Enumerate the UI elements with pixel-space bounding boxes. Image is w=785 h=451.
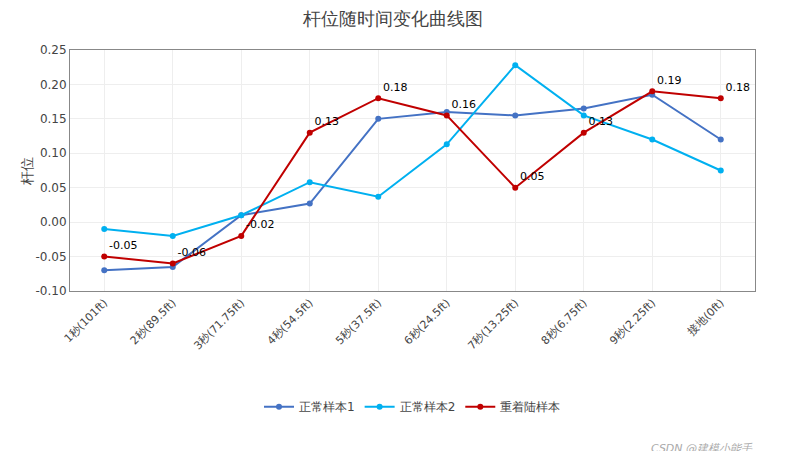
svg-text:0.18: 0.18 [383, 81, 408, 94]
svg-text:3秒(71.75ft): 3秒(71.75ft) [191, 297, 247, 353]
svg-text:0.16: 0.16 [452, 98, 477, 111]
svg-text:4秒(54.5ft): 4秒(54.5ft) [265, 297, 316, 348]
svg-text:6秒(24.5ft): 6秒(24.5ft) [402, 297, 453, 348]
svg-text:0.15: 0.15 [40, 112, 67, 126]
svg-text:-0.10: -0.10 [36, 284, 67, 298]
svg-text:0.25: 0.25 [40, 43, 67, 57]
svg-text:重着陆样本: 重着陆样本 [500, 400, 560, 414]
svg-text:0.19: 0.19 [657, 74, 682, 87]
svg-text:2秒(89.5ft): 2秒(89.5ft) [128, 297, 179, 348]
svg-text:5秒(37.5ft): 5秒(37.5ft) [333, 297, 384, 348]
svg-text:1秒(101ft): 1秒(101ft) [62, 297, 110, 345]
svg-text:0.13: 0.13 [589, 115, 614, 128]
svg-text:0.13: 0.13 [315, 115, 340, 128]
svg-text:CSDN @建模小能手: CSDN @建模小能手 [651, 442, 753, 451]
svg-text:正常样本1: 正常样本1 [299, 400, 355, 414]
svg-text:0.20: 0.20 [40, 78, 67, 92]
svg-text:杆位: 杆位 [19, 157, 35, 186]
svg-text:0.18: 0.18 [726, 81, 751, 94]
svg-text:0.10: 0.10 [40, 146, 67, 160]
svg-text:正常样本2: 正常样本2 [400, 400, 456, 414]
svg-text:8秒(6.75ft): 8秒(6.75ft) [539, 297, 590, 348]
svg-text:-0.06: -0.06 [178, 246, 206, 259]
svg-text:-0.02: -0.02 [246, 218, 274, 231]
svg-text:接地(0ft): 接地(0ft) [685, 297, 726, 338]
svg-text:0.05: 0.05 [520, 170, 545, 183]
svg-text:杆位随时间变化曲线图: 杆位随时间变化曲线图 [302, 8, 483, 29]
svg-text:-0.05: -0.05 [36, 250, 67, 264]
svg-text:0.05: 0.05 [40, 181, 67, 195]
svg-text:0.00: 0.00 [40, 215, 67, 229]
svg-text:7秒(13.25ft): 7秒(13.25ft) [465, 297, 521, 353]
svg-text:-0.05: -0.05 [109, 239, 137, 252]
svg-text:9秒(2.25ft): 9秒(2.25ft) [607, 297, 658, 348]
